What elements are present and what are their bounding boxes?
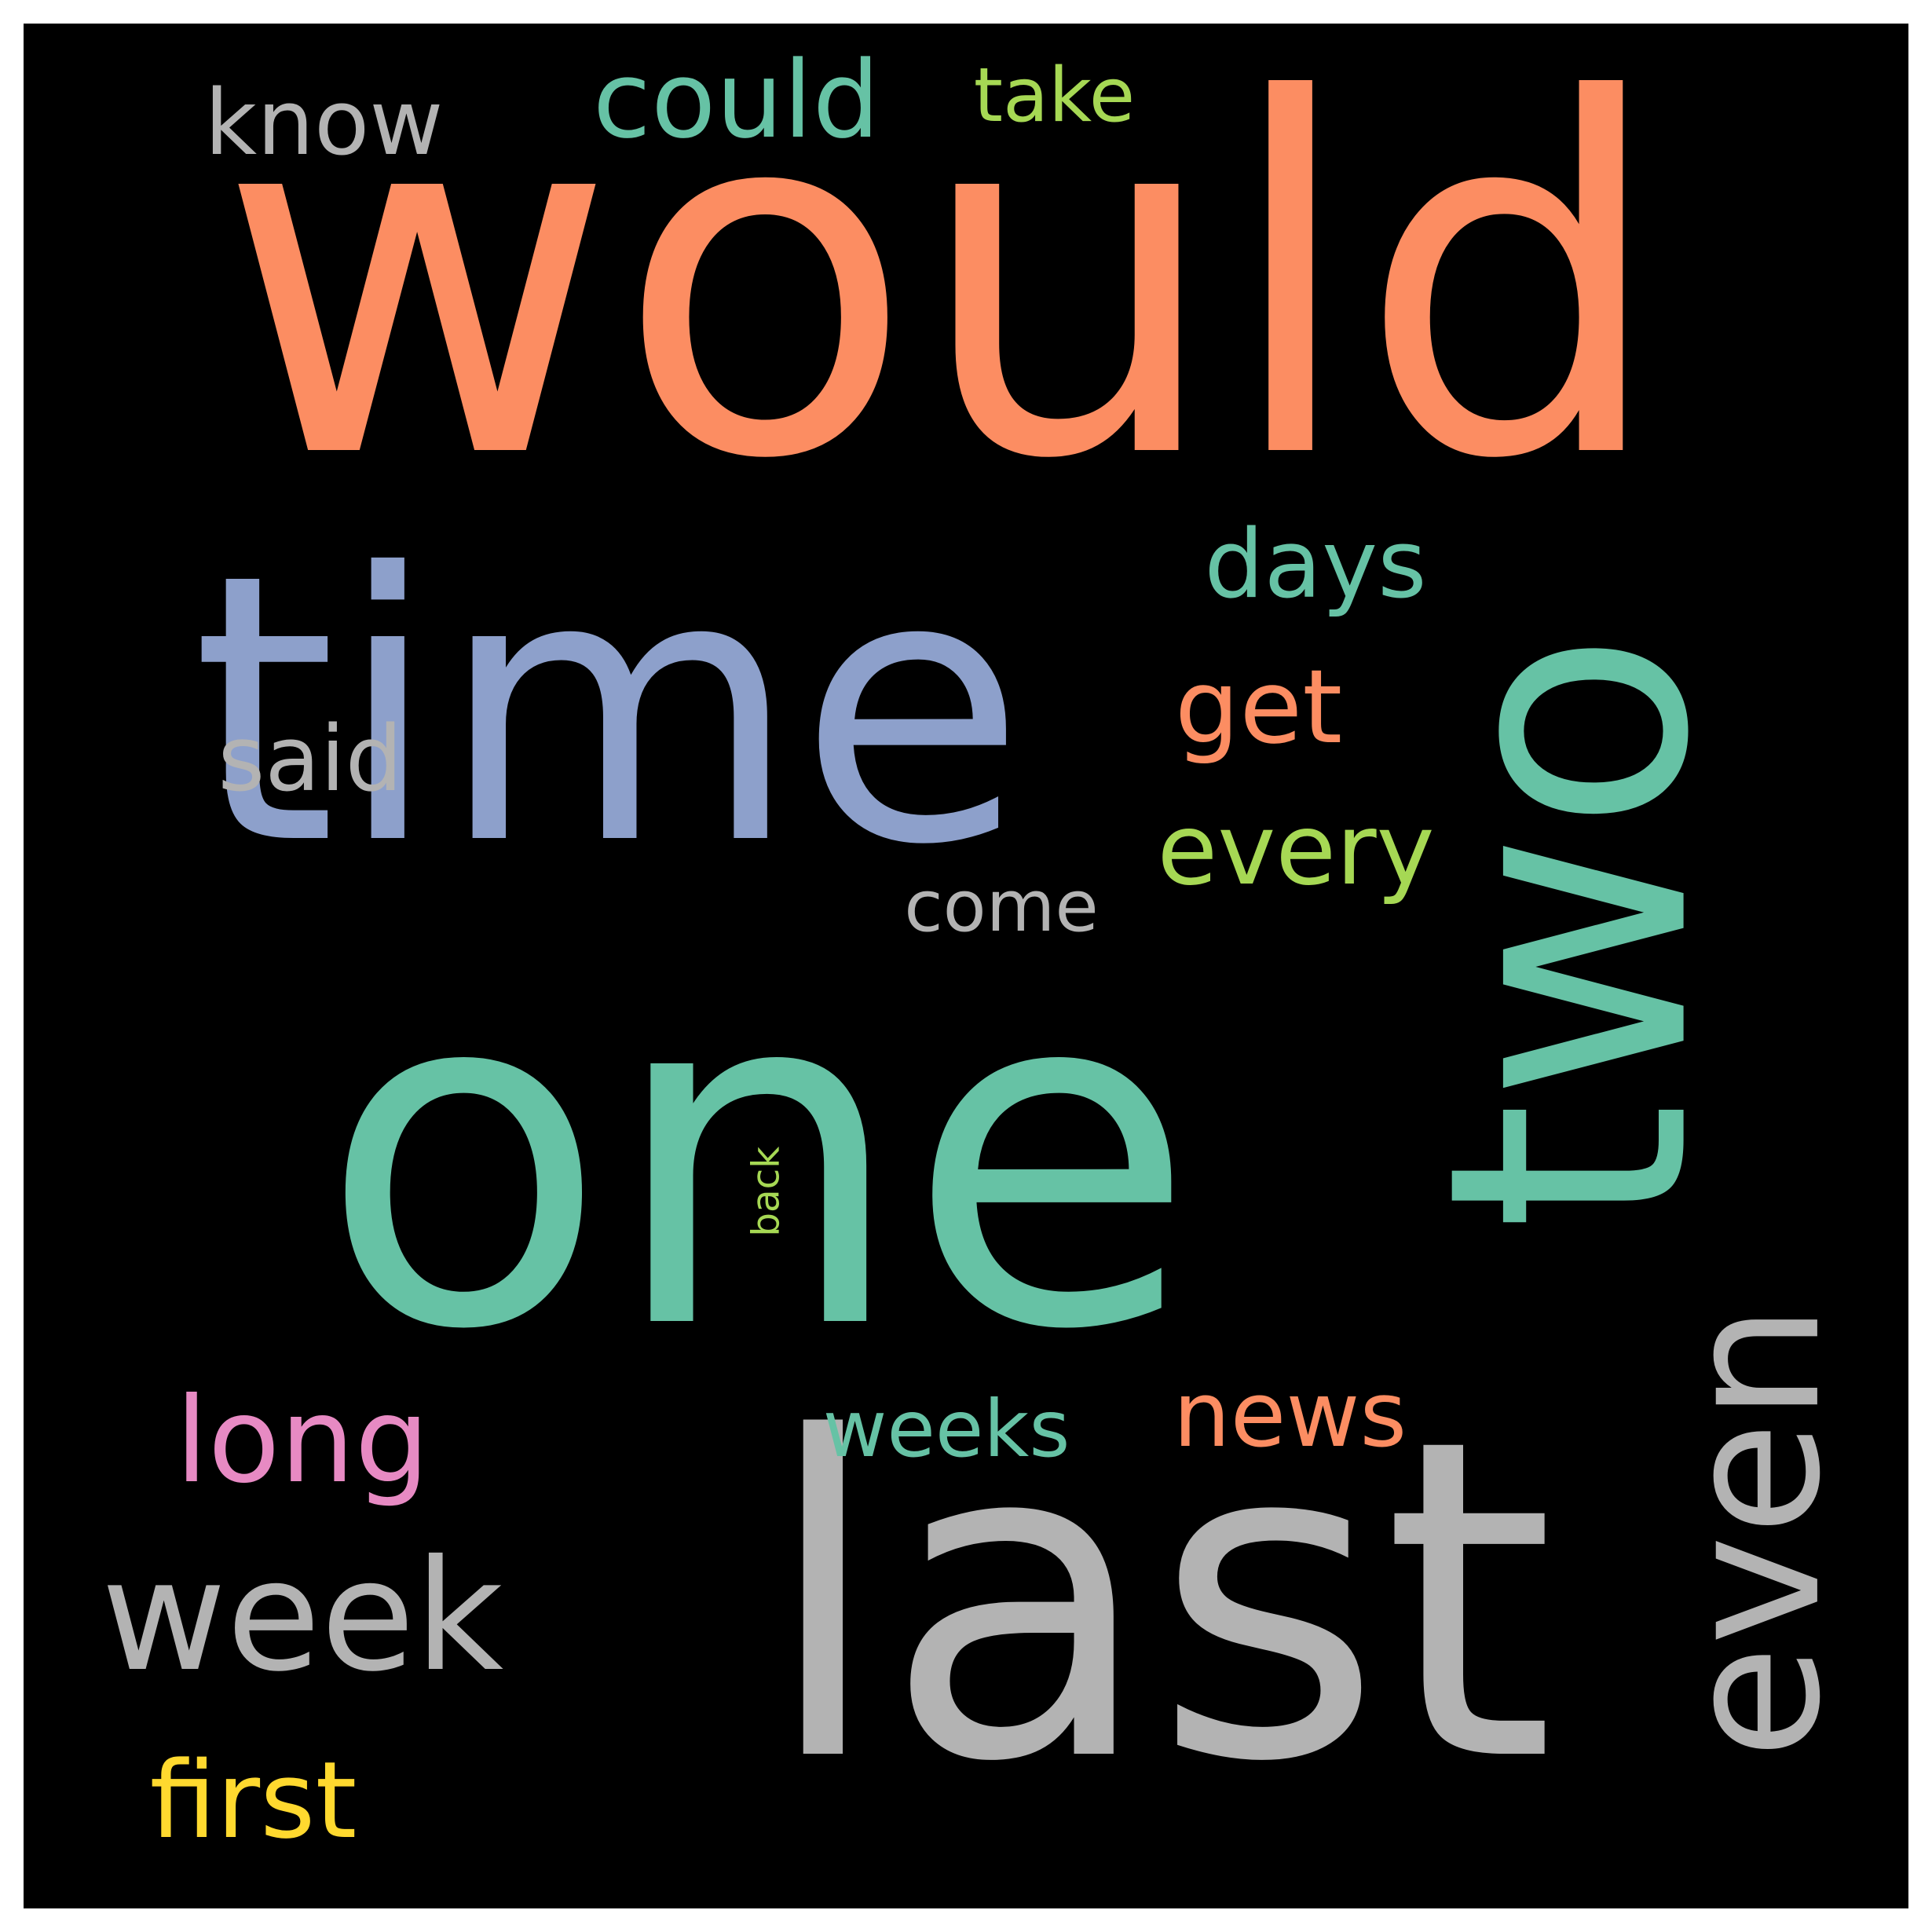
word-long: long: [175, 1373, 430, 1509]
word-weeks: weeks: [822, 1383, 1070, 1475]
word-get: get: [1174, 647, 1343, 767]
word-said: said: [218, 707, 403, 812]
word-take: take: [973, 53, 1136, 139]
word-even: even: [1645, 1304, 1861, 1759]
word-would: would: [218, 24, 1667, 565]
word-could: could: [592, 38, 880, 162]
word-week: week: [101, 1527, 504, 1705]
word-cloud-canvas: would one last time two even week could …: [24, 24, 1908, 1908]
word-come: come: [904, 865, 1099, 948]
word-news: news: [1173, 1363, 1407, 1468]
word-back: back: [743, 1147, 788, 1237]
word-days: days: [1204, 510, 1427, 620]
word-every: every: [1157, 793, 1435, 907]
word-know: know: [204, 71, 444, 176]
word-time: time: [192, 496, 1026, 925]
word-two: two: [1378, 630, 1762, 1231]
word-last: last: [761, 1346, 1556, 1858]
word-first: first: [149, 1739, 357, 1862]
word-one: one: [319, 884, 1197, 1433]
